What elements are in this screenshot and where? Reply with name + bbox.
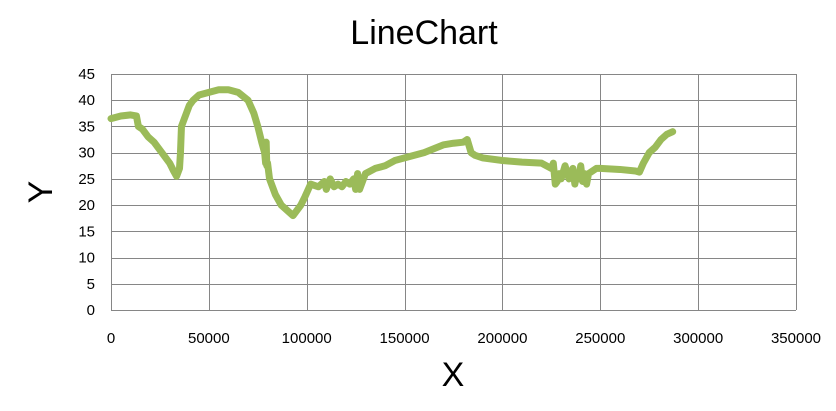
x-axis-title: X	[442, 356, 465, 394]
chart-title: LineChart	[350, 14, 498, 52]
y-tick-label: 15	[78, 223, 95, 240]
x-axis-tick-labels: 0 50000 100000 150000 200000 250000 300000 3500…	[107, 330, 821, 347]
x-tick-label: 250000	[575, 330, 625, 347]
y-tick-label: 45	[78, 66, 95, 83]
y-tick-label: 40	[78, 92, 95, 109]
y-tick-label: 20	[78, 197, 95, 214]
grid-lines	[111, 74, 797, 310]
series-line	[107, 86, 677, 220]
x-tick-label: 200000	[477, 330, 527, 347]
x-tick-label: 100000	[282, 330, 332, 347]
axis-lines	[111, 74, 796, 311]
y-tick-label: 0	[87, 302, 95, 319]
y-tick-label: 10	[78, 250, 95, 267]
y-tick-label: 30	[78, 145, 95, 162]
x-tick-label: 300000	[673, 330, 723, 347]
y-axis-tick-labels: 0 5 10 15 20 25 30 35 40 45	[78, 66, 95, 319]
y-tick-label: 25	[78, 171, 95, 188]
y-tick-label: 5	[87, 276, 95, 293]
x-tick-label: 50000	[188, 330, 230, 347]
y-tick-label: 35	[78, 118, 95, 135]
x-tick-label: 350000	[771, 330, 821, 347]
x-tick-label: 0	[107, 330, 115, 347]
x-tick-label: 150000	[380, 330, 430, 347]
y-axis-title: Y	[22, 181, 60, 204]
